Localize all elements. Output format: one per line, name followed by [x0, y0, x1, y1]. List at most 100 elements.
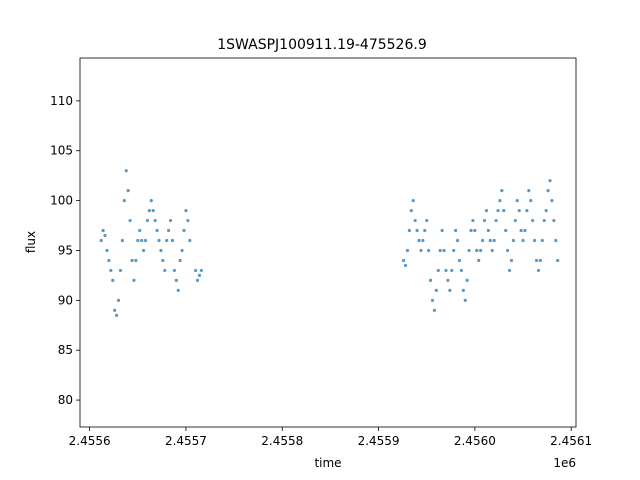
y-tick-label: 100 — [50, 194, 73, 208]
data-point — [101, 228, 105, 233]
data-point — [165, 238, 169, 243]
x-tick-label: 2.4558 — [261, 434, 303, 448]
data-point — [434, 288, 438, 292]
data-point — [552, 218, 556, 223]
data-point — [199, 268, 203, 273]
data-point — [184, 208, 188, 213]
data-point — [521, 238, 525, 243]
data-segment-2 — [402, 179, 560, 312]
data-point — [170, 238, 175, 243]
data-point — [195, 278, 200, 282]
data-point — [415, 228, 419, 233]
data-point — [488, 238, 492, 243]
data-point — [172, 268, 176, 273]
y-tick-label: 95 — [58, 243, 73, 257]
data-point — [554, 238, 558, 243]
x-axis-label: time — [314, 456, 341, 470]
data-point — [118, 268, 123, 273]
data-point — [111, 278, 115, 282]
data-point — [145, 218, 150, 223]
data-point — [448, 288, 452, 292]
data-point — [540, 238, 544, 243]
y-axis-label: flux — [24, 231, 38, 253]
plot-area-frame — [79, 57, 577, 428]
data-point — [107, 258, 111, 263]
data-point — [113, 308, 117, 312]
data-point — [500, 189, 504, 193]
data-point — [130, 258, 134, 263]
data-point — [116, 298, 121, 302]
data-point — [432, 308, 437, 312]
data-point — [126, 189, 130, 193]
data-point — [419, 248, 423, 253]
data-point — [109, 268, 113, 273]
data-point — [475, 248, 479, 253]
data-point — [538, 258, 542, 263]
data-point — [477, 258, 481, 263]
data-point — [490, 248, 494, 253]
data-point — [421, 238, 425, 243]
data-point — [163, 268, 167, 273]
data-point — [498, 199, 502, 203]
data-point — [134, 258, 138, 263]
data-point — [457, 258, 462, 263]
data-point — [186, 218, 190, 223]
data-point — [465, 278, 469, 282]
data-point — [506, 248, 510, 253]
data-point — [511, 238, 515, 243]
data-point — [484, 208, 489, 213]
y-tick-label: 105 — [50, 144, 73, 158]
data-point — [479, 248, 483, 253]
y-axis: 80 85 90 95 100 105 110 — [50, 94, 80, 407]
data-point — [105, 248, 109, 253]
y-tick-label: 80 — [58, 393, 73, 407]
data-point — [167, 228, 171, 233]
data-point — [409, 208, 413, 213]
data-point — [542, 218, 546, 223]
data-point — [492, 238, 496, 243]
data-point — [151, 208, 155, 213]
data-point — [471, 218, 475, 223]
data-point — [176, 288, 180, 292]
data-point — [556, 258, 560, 263]
y-tick-label: 90 — [58, 293, 73, 307]
data-point — [153, 218, 157, 223]
data-point — [423, 228, 427, 233]
data-point — [427, 248, 431, 253]
data-point — [147, 208, 151, 213]
data-point — [140, 238, 144, 243]
data-point — [157, 238, 161, 243]
data-point — [159, 248, 163, 253]
data-point — [523, 228, 527, 233]
data-point — [138, 228, 142, 233]
data-point — [532, 238, 537, 243]
data-point — [525, 208, 529, 213]
data-point — [174, 278, 178, 282]
data-point — [428, 278, 433, 282]
data-point — [463, 298, 467, 302]
data-point — [509, 258, 514, 263]
data-point — [529, 199, 533, 203]
data-point — [513, 218, 517, 223]
data-point — [136, 238, 140, 243]
data-point — [141, 248, 146, 253]
data-point — [452, 248, 456, 253]
data-point — [405, 248, 410, 253]
data-point — [515, 199, 519, 203]
data-point — [99, 238, 103, 243]
data-point — [114, 313, 119, 317]
data-point — [188, 238, 192, 243]
data-point — [143, 238, 148, 243]
data-point — [120, 238, 124, 243]
data-point — [486, 228, 490, 233]
data-point — [182, 228, 186, 233]
chart-title: 1SWASPJ100911.19-475526.9 — [217, 37, 426, 53]
data-point — [454, 228, 458, 233]
data-point — [544, 208, 548, 213]
data-point — [496, 208, 500, 213]
data-point — [548, 179, 552, 183]
data-point — [531, 218, 535, 223]
data-point — [430, 298, 435, 302]
